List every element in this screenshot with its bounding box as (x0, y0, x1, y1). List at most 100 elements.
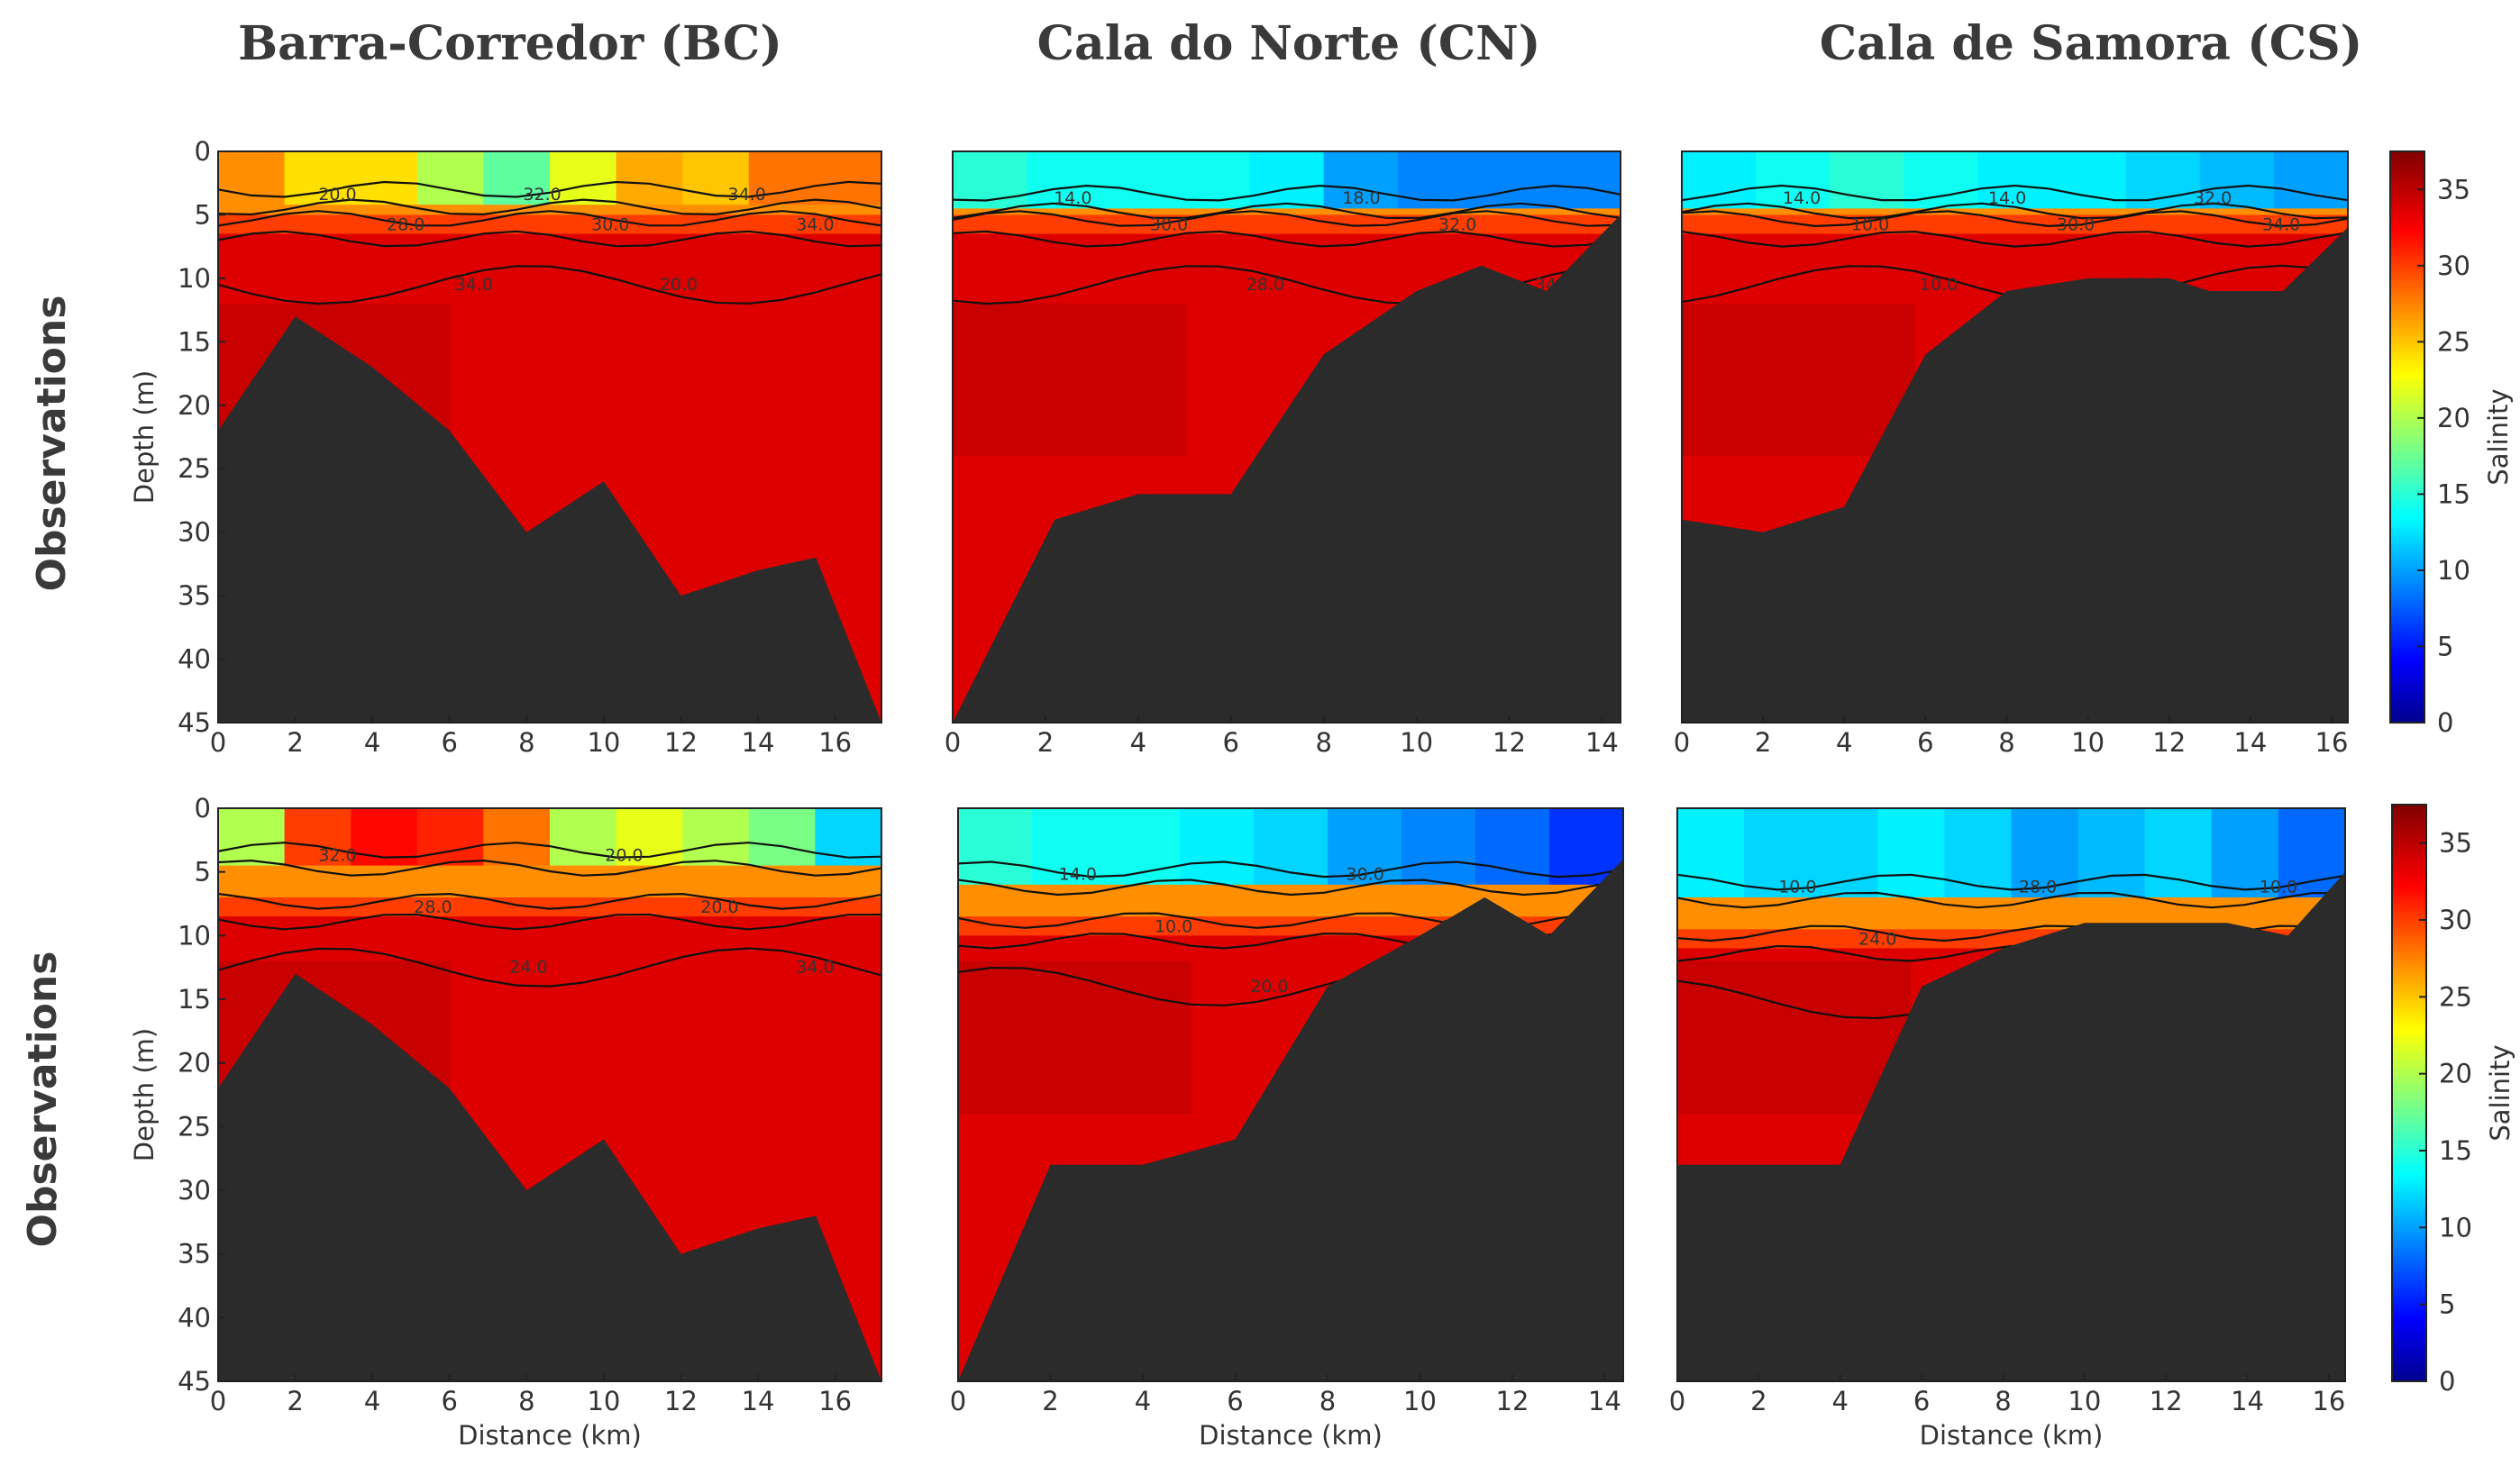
contour-line (218, 913, 881, 931)
contour-label: 14.0 (1059, 864, 1097, 884)
panel-3: 14.010.010.014.030.028.032.034.002468101… (1674, 150, 2349, 758)
x-axis-label: Distance (km) (458, 1420, 642, 1451)
x-tick-label: 14 (1588, 1386, 1621, 1416)
surface-cell (2199, 151, 2275, 209)
surface-cell (2211, 808, 2279, 897)
contour-line (1682, 210, 2348, 228)
x-tick-label: 8 (1319, 1386, 1336, 1416)
x-tick-label: 14 (2231, 1386, 2264, 1416)
contour-label: 24.0 (509, 958, 547, 978)
colorbar-tick-label: 5 (2437, 631, 2453, 661)
y-tick-label: 15 (178, 326, 211, 357)
x-tick-label: 10 (1403, 1386, 1437, 1416)
colorbar-tick-label: 10 (2439, 1212, 2472, 1243)
y-tick-label: 5 (195, 199, 211, 230)
contour-label: 34.0 (455, 275, 493, 295)
contour-label: 28.0 (1246, 275, 1284, 295)
contour-label: 30.0 (2057, 215, 2095, 235)
contour-label: 34.0 (2262, 215, 2300, 235)
colorbar-tick-label: 15 (2437, 478, 2470, 509)
contour-line (958, 879, 1623, 897)
row-title-top: Observations (29, 296, 75, 592)
surface-cell (1811, 808, 1879, 897)
colorbar-tick-label: 25 (2437, 326, 2470, 357)
y-tick-label: 35 (178, 1239, 211, 1270)
column-title-cn: Cala do Norte (CN) (1037, 16, 1541, 71)
seabed (1682, 227, 2348, 723)
plot-frame (1681, 150, 2349, 724)
plot-frame (217, 807, 882, 1382)
colorbar-tick-label: 15 (2439, 1135, 2472, 1166)
plot-frame (1676, 807, 2346, 1382)
contour-line (218, 230, 881, 248)
y-tick-label: 20 (178, 1048, 211, 1079)
plot-frame (217, 150, 882, 724)
contour-label: 20.0 (1250, 977, 1288, 997)
contour-label: 20.0 (660, 275, 698, 295)
colorbar-gradient (2389, 150, 2425, 724)
x-tick-label: 12 (1496, 1386, 1529, 1416)
contour-line (953, 202, 1621, 220)
surface-cell (550, 151, 617, 205)
surface-cell (616, 151, 684, 205)
x-tick-label: 14 (2233, 727, 2267, 758)
surface-cell (815, 151, 881, 205)
y-axis-label: Depth (m) (129, 370, 160, 504)
y-tick-label: 35 (178, 580, 211, 611)
contour-label: 20.0 (318, 185, 356, 205)
x-tick-label: 6 (1913, 1386, 1930, 1416)
plot-frame (957, 807, 1624, 1382)
contour-line (218, 842, 881, 859)
seabed (218, 316, 881, 723)
colorbar-tick-label: 35 (2437, 174, 2470, 205)
y-tick-label: 0 (195, 136, 211, 167)
column-title-bc: Barra-Corredor (BC) (238, 16, 782, 71)
saline-core (953, 304, 1187, 457)
contour-line (218, 198, 881, 216)
seabed (953, 214, 1621, 723)
x-tick-label: 2 (287, 727, 303, 758)
y-tick-label: 10 (178, 920, 211, 951)
x-tick-label: 2 (1037, 727, 1054, 758)
surface-cell (1328, 808, 1402, 885)
surface-cell (1027, 151, 1102, 209)
surface-cell (2144, 808, 2213, 897)
surface-cell (1249, 151, 1325, 209)
x-tick-label: 2 (1750, 1386, 1767, 1416)
x-tick-label: 10 (1400, 727, 1433, 758)
x-tick-label: 0 (945, 727, 961, 758)
x-tick-label: 6 (442, 1386, 458, 1416)
contour-line (953, 210, 1621, 227)
contour-label: 28.0 (387, 215, 425, 235)
x-tick-label: 2 (287, 1386, 303, 1416)
x-tick-label: 0 (210, 1386, 226, 1416)
x-tick-label: 4 (1836, 727, 1852, 758)
colorbar-tick-label: 0 (2439, 1366, 2455, 1397)
surface-cell (1682, 151, 1758, 209)
x-tick-label: 0 (1669, 1386, 1685, 1416)
y-tick-label: 10 (178, 263, 211, 294)
contour-line (1682, 202, 2348, 220)
contour-label: 10.0 (1920, 275, 1958, 295)
x-tick-label: 0 (210, 727, 226, 758)
contour-label: 20.0 (605, 845, 643, 865)
surface-cell (2077, 808, 2146, 897)
contour-line (1682, 230, 2348, 248)
surface-cell (2278, 808, 2345, 897)
contour-label: 34.0 (796, 958, 834, 978)
surface-cell (1977, 151, 2053, 209)
surface-cell (351, 808, 418, 866)
contour-label: 32.0 (1438, 215, 1476, 235)
contour-label: 14.0 (1988, 188, 2026, 208)
contour-label: 30.0 (591, 215, 629, 235)
surface-cell (2051, 151, 2127, 209)
contour-line (1682, 184, 2348, 202)
contour-line (958, 860, 1623, 879)
y-tick-label: 15 (178, 984, 211, 1015)
surface-cell (2273, 151, 2348, 209)
x-tick-label: 4 (1832, 1386, 1849, 1416)
contour-line (218, 859, 881, 877)
y-tick-label: 45 (178, 1366, 211, 1397)
colorbar-tick-label: 30 (2439, 905, 2472, 935)
y-tick-label: 40 (178, 1302, 211, 1333)
